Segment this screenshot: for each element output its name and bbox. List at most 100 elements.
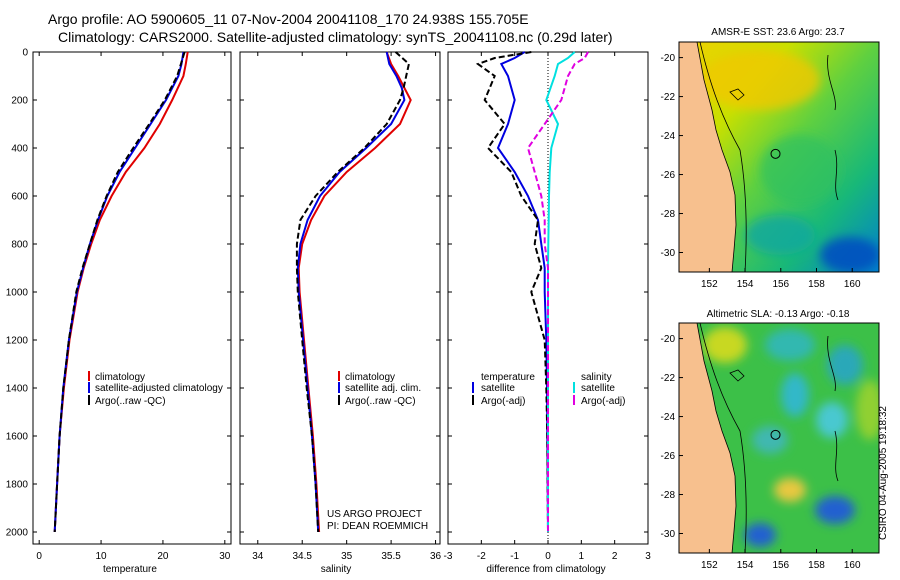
x-tick-label: 0: [36, 551, 42, 562]
sla-bathymetry-contour: [827, 335, 839, 482]
legend-satellite-label: satellite-adjusted climatology: [95, 383, 223, 394]
sla-map-field: [679, 323, 879, 553]
y-tick-label: 600: [11, 192, 28, 203]
sla-map-panel: Altimetric SLA: -0.13 Argo: -0.18 1: [661, 309, 880, 571]
map-x-tick-label: 158: [808, 279, 825, 290]
y-tick-label: 0: [22, 48, 28, 59]
sla-anomaly-patches: [703, 327, 879, 547]
temperature-legend: climatology satellite-adjusted climatolo…: [88, 371, 223, 407]
legend-satellite-label: satellite adj. clim.: [345, 383, 421, 394]
sst-island-outline: [729, 88, 745, 101]
sst-mid-patch: [760, 135, 840, 205]
sla-map-ticks: 152 154 156 158 160 -20 -22 -24 -26 -28 -30: [661, 334, 861, 571]
y-tick-label: 1200: [6, 336, 29, 347]
temperature-xlabel: temperature: [103, 564, 157, 575]
temperature-panel: 0 10 20 30 0 200 400 600 800 1000 1200 1400 1600 1800…: [6, 48, 232, 575]
difference-plot-marks: -3 -2 -1 0 1 2 3: [444, 51, 651, 562]
map-x-tick-label: 156: [772, 279, 789, 290]
x-tick-label: 2: [612, 551, 618, 562]
x-tick-label: 34.5: [292, 551, 312, 562]
difference-panel: -3 -2 -1 0 1 2 3 difference from climatology t…: [444, 51, 651, 575]
map-y-tick-label: -28: [661, 209, 676, 220]
map-x-tick-label: 158: [808, 560, 825, 571]
sst-cool-patch: [820, 237, 879, 272]
argo-temperature-line: [53, 51, 186, 533]
legend-sal-argo-label: Argo(-adj): [581, 396, 625, 407]
sst-map-panel: AMSR-E SST: 23.6 Argo: 23.7 152 154 156 158…: [661, 27, 880, 290]
map-y-tick-label: -24: [661, 412, 676, 423]
sst-bathymetry-contour: [827, 54, 839, 201]
sst-map-title: AMSR-E SST: 23.6 Argo: 23.7: [711, 27, 845, 38]
sst-shelf-contour: [699, 42, 747, 272]
y-tick-label: 200: [11, 96, 28, 107]
map-y-tick-label: -22: [661, 92, 676, 103]
argo-salinity-line: [295, 51, 411, 533]
sst-float-marker: [770, 148, 781, 159]
y-tick-label: 800: [11, 240, 28, 251]
legend-argo-label: Argo(..raw -QC): [95, 396, 166, 407]
y-tick-label: 2000: [6, 528, 29, 539]
difference-xlabel: difference from climatology: [486, 564, 605, 575]
x-tick-label: 34: [252, 551, 264, 562]
map-y-tick-label: -20: [661, 53, 676, 64]
sla-high-patch: [703, 327, 747, 363]
temperature-plot-marks: 0 10 20 30 0 200 400 600 800 1000 1200 1400 1600 1800…: [6, 48, 231, 562]
salinity-legend: climatology satellite adj. clim. Argo(..…: [338, 371, 421, 407]
map-x-tick-label: 156: [772, 560, 789, 571]
legend-argo-label: Argo(..raw -QC): [345, 396, 416, 407]
x-tick-label: 36: [430, 551, 442, 562]
legend-climatology-label: climatology: [95, 372, 145, 383]
sst-map-field: [679, 42, 879, 272]
map-x-tick-label: 152: [701, 279, 718, 290]
salinity-plot-marks: 34 34.5 35 35.5 36: [240, 51, 442, 562]
map-y-tick-label: -30: [661, 529, 676, 540]
sla-high-patch: [774, 478, 806, 502]
x-tick-label: -1: [510, 551, 519, 562]
sla-map-title: Altimetric SLA: -0.13 Argo: -0.18: [707, 309, 850, 320]
x-tick-label: 30: [219, 551, 231, 562]
sla-shelf-contour: [699, 323, 747, 553]
sla-float-marker: [770, 429, 781, 440]
map-y-tick-label: -26: [661, 451, 676, 462]
y-tick-label: 1600: [6, 432, 29, 443]
sst-map-frame: [678, 41, 880, 273]
x-tick-label: -2: [477, 551, 486, 562]
temperature-argo-diff-line: [475, 51, 549, 533]
sst-anomaly-patches: [700, 50, 879, 272]
salinity-panel: 34 34.5 35 35.5 36 salinity climatology sate…: [239, 51, 442, 575]
project-credit: US ARGO PROJECT: [327, 509, 422, 520]
legend-climatology-label: climatology: [345, 372, 395, 383]
x-tick-label: 3: [645, 551, 651, 562]
csiro-timestamp: CSIRO 04-Aug-2005 19:18:32: [878, 406, 889, 540]
y-tick-label: 1400: [6, 384, 29, 395]
y-tick-label: 400: [11, 144, 28, 155]
sla-low-patch: [752, 426, 788, 454]
map-x-tick-label: 160: [844, 560, 861, 571]
map-y-tick-label: -20: [661, 334, 676, 345]
sla-low-patch: [744, 523, 776, 547]
map-x-tick-label: 154: [737, 279, 754, 290]
y-tick-label: 1800: [6, 480, 29, 491]
map-y-tick-label: -22: [661, 373, 676, 384]
sst-cool-patch: [745, 215, 815, 255]
map-y-tick-label: -28: [661, 490, 676, 501]
x-tick-label: 1: [579, 551, 585, 562]
sla-low-patch: [816, 402, 848, 438]
sla-low-patch: [815, 496, 855, 524]
sst-land-coastline: [679, 42, 737, 272]
figure-title-line2: Climatology: CARS2000. Satellite-adjuste…: [58, 29, 613, 45]
legend-salinity-heading: salinity: [581, 372, 612, 383]
difference-legend-temperature: temperature satellite Argo(-adj): [472, 372, 535, 407]
x-tick-label: -3: [444, 551, 453, 562]
map-y-tick-label: -26: [661, 170, 676, 181]
temperature-axes-frame: [32, 51, 232, 545]
map-x-tick-label: 154: [737, 560, 754, 571]
sst-map-ticks: 152 154 156 158 160 -20 -22 -24 -26 -28 -30: [661, 53, 861, 290]
legend-temp-satellite-label: satellite: [481, 383, 515, 394]
x-tick-label: 10: [96, 551, 108, 562]
salinity-axes-frame: [239, 51, 441, 545]
x-tick-label: 35.5: [381, 551, 401, 562]
sla-high-patch: [856, 380, 879, 440]
sla-low-patch: [765, 329, 815, 361]
